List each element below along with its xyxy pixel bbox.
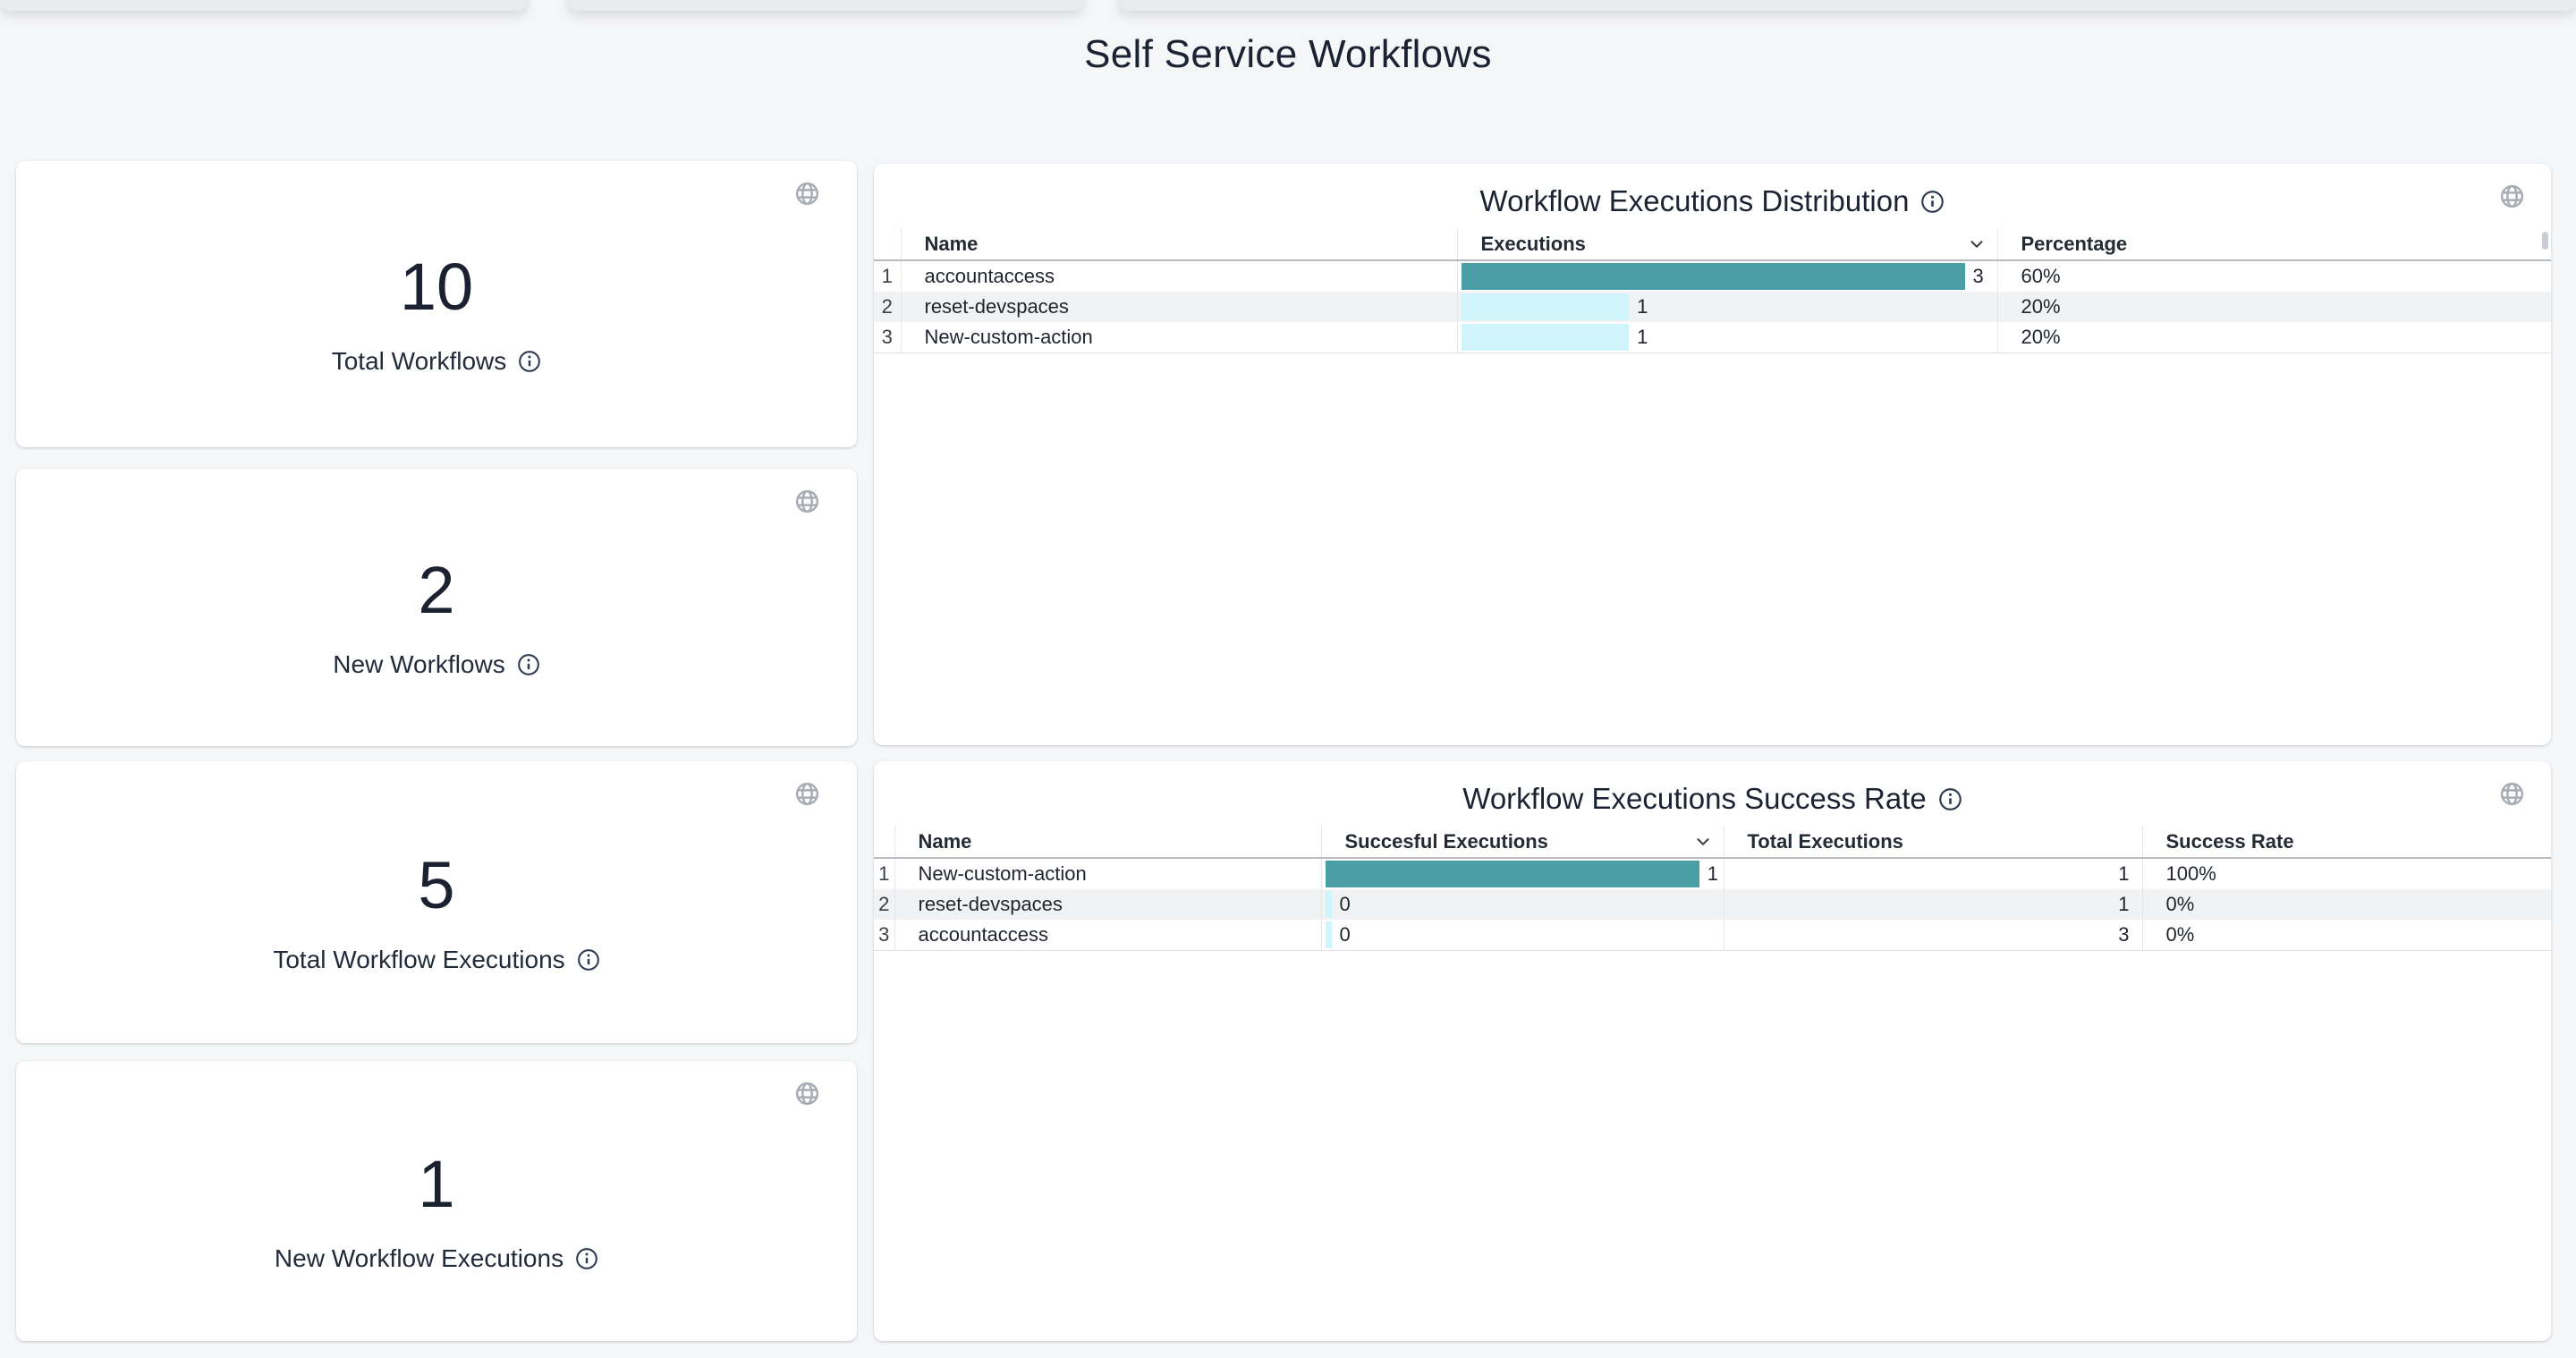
globe-icon [795,489,818,513]
cutoff-card-top [0,0,528,11]
value-bar [1461,293,1630,320]
stat-value: 2 [418,553,455,627]
row-index: 2 [878,893,890,915]
info-icon[interactable] [517,653,540,676]
bar-value: 1 [1637,295,1648,318]
value-bar [1325,891,1332,918]
column-header[interactable]: Name [894,826,1321,859]
row-index-header [874,826,894,859]
column-header[interactable]: Succesful Executions [1320,826,1724,859]
stat-card-new-workflows: 2 New Workflows [16,469,857,746]
table-cell: 1 [1723,858,2142,889]
stat-value: 10 [399,250,474,324]
table-row[interactable]: 2 reset-devspaces 0 1 0% [874,889,2551,920]
bar-cell: 1 [1456,292,1997,322]
row-index: 3 [874,920,894,951]
stat-label: Total Workflow Executions [273,945,565,973]
table-row[interactable]: 3 New-custom-action 1 20% [874,322,2551,353]
table-cell: 20% [1996,292,2551,322]
stat-value: 5 [418,847,455,922]
globe-icon [795,782,818,806]
page-title: Self Service Workflows [1084,32,1492,76]
info-icon[interactable] [1938,787,1962,811]
value-bar [1461,263,1965,290]
stat-label: New Workflow Executions [274,1243,564,1272]
table-cell: New-custom-action [894,858,1321,889]
bar-cell: 0 [1320,889,1724,920]
row-index: 3 [874,322,901,353]
stat-label: Total Workflows [331,347,507,375]
bar-value: 3 [1972,265,1984,287]
column-header[interactable]: Percentage [1996,228,2551,261]
column-header[interactable]: Name [900,228,1457,261]
bar-cell: 1 [1320,858,1724,889]
info-icon[interactable] [518,350,541,373]
card-title: Workflow Executions Success Rate [1462,782,1927,815]
info-icon[interactable] [1920,190,1945,214]
executions-success-rate-table: Name Succesful Executions Total Executions… [874,826,2551,951]
info-icon[interactable] [577,948,600,972]
column-header[interactable]: Executions [1456,228,1997,261]
row-index-header [874,228,901,261]
table-row[interactable]: 1 New-custom-action 1 1 100% [874,858,2551,889]
stat-card-total-workflows: 10 Total Workflows [16,161,857,447]
value-bar [1325,861,1699,887]
column-header[interactable]: Total Executions [1723,826,2142,859]
globe-icon [2500,782,2523,806]
bar-value: 0 [1339,893,1351,915]
globe-button[interactable] [791,487,823,519]
globe-icon [795,1082,818,1106]
info-icon[interactable] [575,1247,598,1270]
table-cell: reset-devspaces [894,889,1321,920]
scrollbar-thumb[interactable] [2542,232,2548,250]
row-index: 2 [881,295,893,318]
table-cell: reset-devspaces [900,292,1457,322]
bar-cell: 1 [1456,322,1997,353]
bar-value: 1 [1637,326,1648,348]
globe-button[interactable] [791,779,823,811]
executions-distribution-table: Name Executions Percentage 1 accountaccess 3 6… [874,228,2551,353]
table-cell: 0% [2141,889,2551,920]
globe-button[interactable] [791,179,823,211]
card-workflow-executions-distribution: Workflow Executions Distribution Name Exe… [874,164,2551,745]
globe-button[interactable] [2496,779,2528,811]
stat-card-total-workflow-executions: 5 Total Workflow Executions [16,761,857,1043]
bar-value: 1 [1707,862,1719,885]
bar-value: 0 [1339,923,1351,946]
table-cell: 0% [2141,920,2551,951]
row-index: 1 [878,862,890,885]
table-cell: 100% [2141,858,2551,889]
chevron-down-icon[interactable] [1967,234,1987,254]
value-bar [1461,324,1630,351]
globe-button[interactable] [2496,182,2528,214]
bar-cell: 0 [1320,920,1724,951]
value-bar [1325,921,1332,948]
table-cell: 60% [1996,260,2551,292]
table-row[interactable]: 1 accountaccess 3 60% [874,260,2551,292]
row-index: 1 [881,265,893,287]
globe-icon [795,182,818,206]
table-cell: 3 [1723,920,2142,951]
table-row[interactable]: 2 reset-devspaces 1 20% [874,292,2551,322]
globe-button[interactable] [791,1079,823,1111]
card-title: Workflow Executions Distribution [1479,184,1910,217]
table-row[interactable]: 3 accountaccess 0 3 0% [874,920,2551,951]
globe-icon [2500,184,2523,208]
table-cell: 20% [1996,322,2551,353]
bar-cell: 3 [1456,260,1997,292]
cutoff-card-top [567,0,1083,11]
stat-label: New Workflows [333,650,505,678]
table-cell: 1 [1723,889,2142,920]
column-header[interactable]: Success Rate [2141,826,2551,859]
card-workflow-executions-success-rate: Workflow Executions Success Rate Name Suc… [874,761,2551,1341]
cutoff-card-top [1118,0,2576,11]
stat-value: 1 [418,1146,455,1221]
table-cell: accountaccess [894,920,1321,951]
table-cell: accountaccess [900,260,1457,292]
chevron-down-icon[interactable] [1693,832,1713,852]
table-cell: New-custom-action [900,322,1457,353]
stat-card-new-workflow-executions: 1 New Workflow Executions [16,1061,857,1341]
